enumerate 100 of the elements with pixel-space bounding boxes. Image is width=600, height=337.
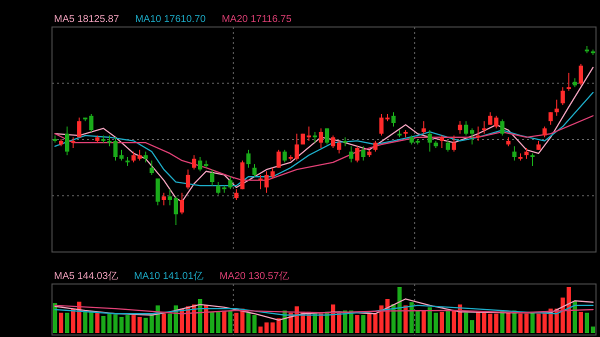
bar (584, 312, 590, 333)
candlestick (330, 135, 336, 149)
candlestick (180, 192, 184, 215)
candlestick (246, 149, 251, 168)
bar (125, 315, 130, 333)
candlestick (198, 156, 202, 172)
legend: MA20 130.57亿 (219, 271, 289, 282)
bar (361, 315, 366, 333)
candlestick (156, 178, 160, 206)
candlestick (482, 120, 486, 134)
bar (590, 326, 596, 333)
bar (373, 314, 378, 333)
candlestick (446, 140, 450, 152)
bar (264, 322, 269, 333)
candlestick (306, 126, 312, 142)
legend: MA20 17116.75 (222, 14, 292, 25)
bar (440, 312, 444, 333)
candlestick (554, 99, 559, 116)
bar (355, 315, 360, 333)
bar (536, 314, 541, 333)
candlestick (234, 188, 238, 200)
bar (578, 312, 584, 333)
candlestick (452, 135, 456, 152)
bar (367, 314, 372, 333)
bar (138, 316, 142, 333)
candlestick (312, 131, 318, 144)
bar (131, 315, 136, 333)
candlestick (524, 148, 529, 160)
candlestick (131, 151, 136, 163)
bar (107, 314, 112, 333)
candlestick (138, 149, 142, 162)
bar (542, 312, 547, 333)
candlestick (71, 136, 76, 149)
bar (524, 314, 529, 333)
candlestick (440, 135, 444, 149)
candlestick (373, 140, 378, 152)
candlestick (119, 149, 124, 162)
bar (58, 312, 64, 333)
bar (101, 316, 106, 333)
candlestick (464, 120, 468, 136)
candlestick (174, 196, 178, 226)
bar (222, 310, 226, 333)
candlestick (542, 126, 547, 138)
candlestick (470, 128, 474, 145)
candlestick (530, 152, 535, 166)
candlestick (500, 118, 504, 136)
candlestick (276, 149, 281, 168)
bar (422, 310, 426, 333)
bar (119, 316, 124, 333)
candlestick (512, 146, 517, 162)
candlestick (77, 117, 82, 138)
bar (518, 314, 523, 333)
candlestick (548, 112, 553, 126)
candlestick (391, 112, 396, 128)
legend: MA5 144.03亿 (54, 271, 118, 282)
candlestick (282, 149, 287, 163)
candlestick (264, 170, 269, 194)
bar (252, 315, 257, 333)
candlestick (258, 174, 263, 190)
candlestick (252, 164, 257, 178)
bar (452, 310, 456, 333)
bar (168, 314, 172, 333)
legend: MA10 17610.70 (135, 14, 206, 25)
bar (228, 310, 232, 333)
bar (234, 312, 238, 333)
bar (95, 312, 100, 333)
candlestick (150, 160, 154, 176)
bar (318, 314, 324, 333)
bar (446, 310, 450, 333)
candlestick (422, 120, 426, 134)
candlestick (355, 146, 360, 163)
candlestick (228, 176, 232, 190)
bar (258, 326, 263, 333)
bar (464, 312, 468, 333)
candlestick (476, 126, 480, 142)
candlestick (318, 128, 324, 149)
bar (162, 314, 166, 333)
candlestick (324, 128, 330, 145)
bar (113, 314, 118, 333)
bar (506, 312, 510, 333)
bar (64, 312, 70, 333)
candlestick (428, 130, 432, 152)
bar (270, 322, 275, 333)
candlestick (144, 151, 148, 163)
candlestick (379, 114, 384, 136)
candlestick (113, 136, 118, 162)
candlestick (349, 146, 354, 163)
legend: MA10 141.01亿 (134, 271, 204, 282)
candlestick (64, 126, 70, 156)
legend: MA5 18125.87 (54, 14, 120, 25)
candlestick (168, 188, 172, 206)
candlestick (566, 72, 571, 92)
candlestick (192, 154, 196, 170)
bar (470, 320, 474, 333)
candlestick (336, 140, 342, 154)
bar (312, 314, 318, 333)
candlestick (361, 146, 366, 162)
bar (246, 312, 251, 333)
candlestick (210, 169, 214, 186)
candlestick (300, 133, 305, 145)
